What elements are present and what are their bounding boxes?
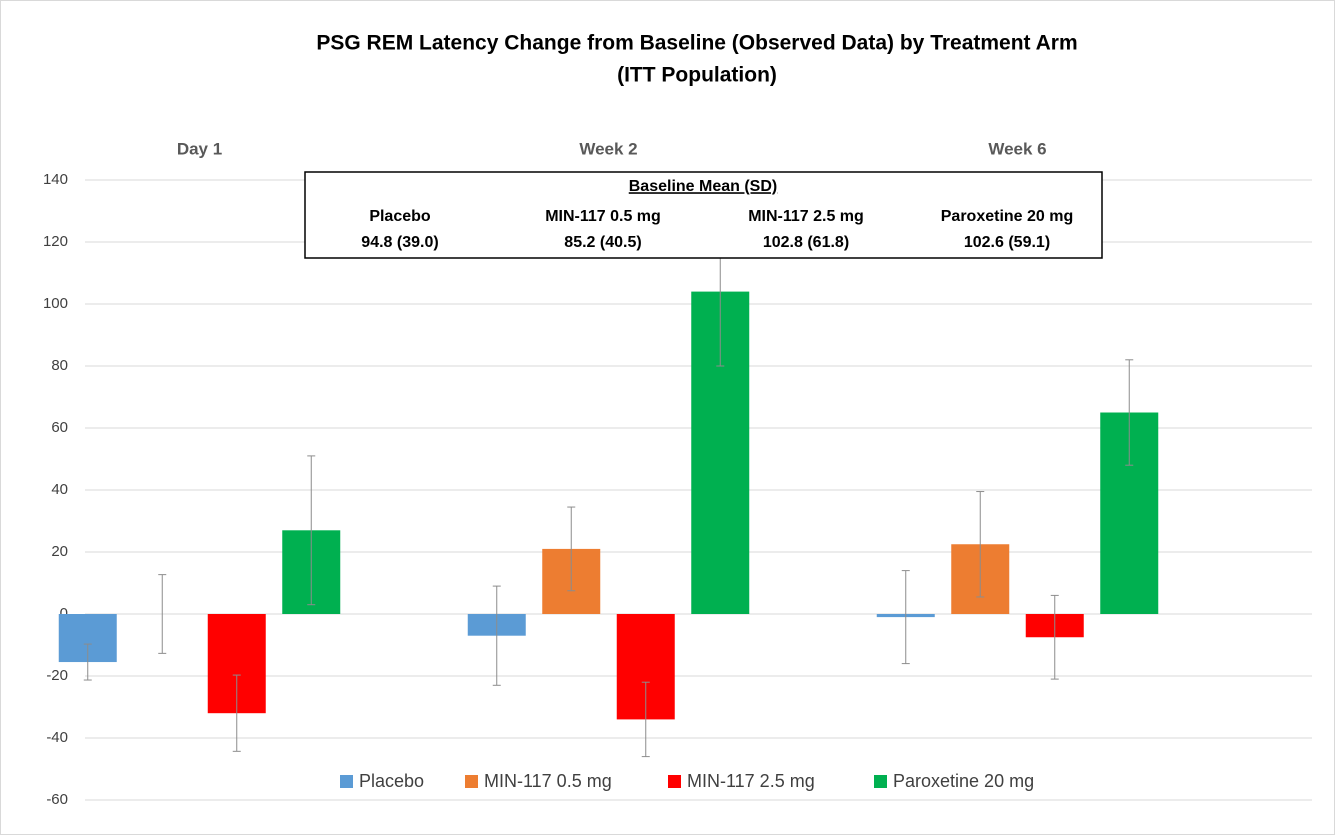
y-tick-label: 120	[43, 233, 68, 250]
error-bar	[641, 681, 650, 758]
category-label: Day 1	[177, 139, 222, 158]
y-tick-label: -40	[46, 729, 68, 746]
category-label: Week 2	[579, 139, 637, 158]
error-bar	[1050, 594, 1059, 680]
legend-label: MIN-117 2.5 mg	[687, 771, 815, 791]
category-label: Week 6	[988, 139, 1046, 158]
y-tick-label: 140	[43, 171, 68, 188]
y-tick-label: 60	[51, 419, 68, 436]
chart-title: (ITT Population)	[617, 64, 777, 87]
legend-swatch	[874, 775, 887, 788]
box-column-name: Paroxetine 20 mg	[941, 208, 1074, 225]
error-bar	[158, 574, 167, 654]
box-column-value: 102.8 (61.8)	[763, 234, 849, 251]
baseline-box: Baseline Mean (SD) Placebo 94.8 (39.0) MIN…	[304, 171, 1103, 259]
error-bar	[232, 674, 241, 752]
error-bar	[901, 570, 910, 665]
bars: Day 1 Week 2 Week 6	[58, 139, 1159, 758]
error-bar	[567, 506, 576, 592]
y-tick-label: 0	[60, 605, 68, 622]
y-tick-label: 20	[51, 543, 68, 560]
y-tick-label: 100	[43, 295, 68, 312]
chart-title: PSG REM Latency Change from Baseline (Ob…	[316, 32, 1077, 55]
y-tick-label: -60	[46, 791, 68, 808]
legend-label: Placebo	[359, 771, 424, 791]
box-column-name: MIN-117 2.5 mg	[748, 208, 864, 225]
error-bar	[976, 491, 985, 598]
legend-swatch	[465, 775, 478, 788]
box-title: Baseline Mean (SD)	[629, 178, 777, 195]
box-column-name: Placebo	[369, 208, 431, 225]
legend-swatch	[668, 775, 681, 788]
y-tick-label: 40	[51, 481, 68, 498]
box-column-name: MIN-117 0.5 mg	[545, 208, 661, 225]
box-column-value: 102.6 (59.1)	[964, 234, 1050, 251]
error-bar	[1125, 359, 1134, 466]
box-frame	[304, 171, 1103, 259]
legend-label: Paroxetine 20 mg	[893, 771, 1034, 791]
legend: Placebo MIN-117 0.5 mg MIN-117 2.5 mg Parox…	[340, 771, 1034, 791]
error-bar	[307, 455, 316, 606]
error-bar	[492, 585, 501, 686]
legend-label: MIN-117 0.5 mg	[484, 771, 612, 791]
legend-swatch	[340, 775, 353, 788]
y-tick-label: -20	[46, 667, 68, 684]
y-tick-label: 80	[51, 357, 68, 374]
box-column-value: 85.2 (40.5)	[564, 234, 641, 251]
box-column-value: 94.8 (39.0)	[361, 234, 438, 251]
error-bar	[83, 643, 92, 681]
